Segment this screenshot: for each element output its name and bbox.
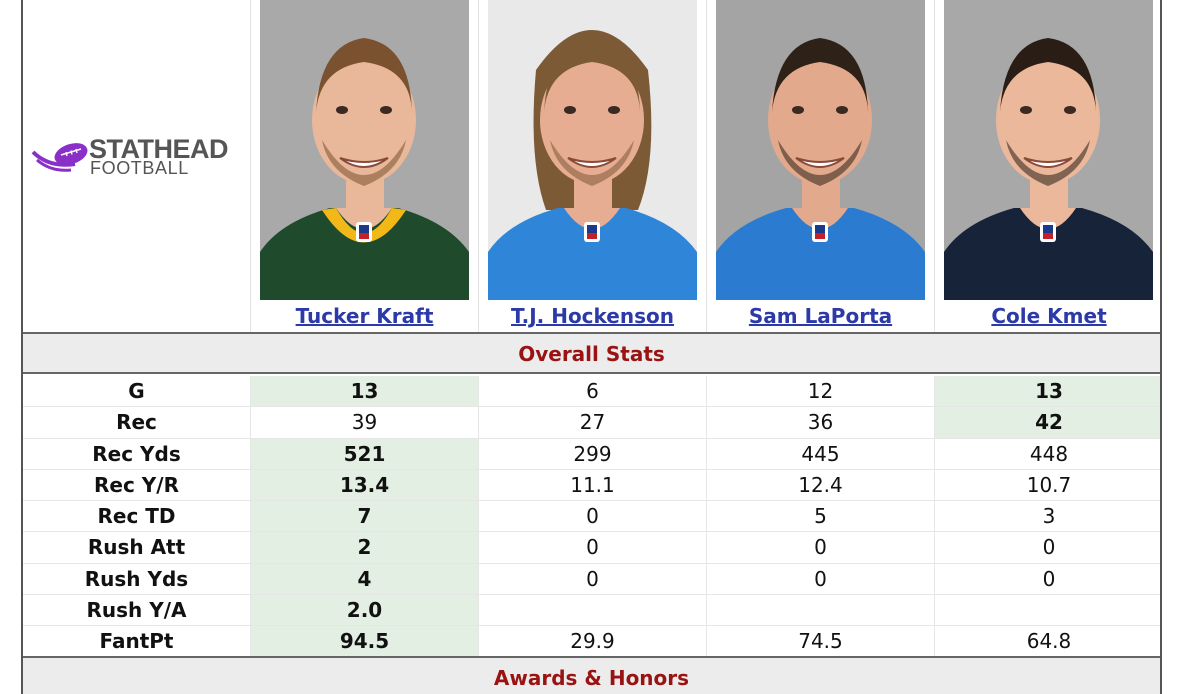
stat-value: 521 (251, 438, 479, 469)
stat-value: 2.0 (251, 595, 479, 626)
stat-value: 0 (707, 563, 935, 595)
stat-label: Rec Yds (23, 438, 251, 469)
logo-text-stathead: STATHEAD (89, 134, 229, 164)
logo-cell: STATHEAD FOOTBALL (23, 0, 251, 332)
stat-value: 29.9 (479, 626, 707, 658)
stat-row: Rec Y/R 13.4 11.1 12.4 10.7 (23, 469, 1160, 502)
stats-table: G 13 6 12 13 Rec 39 27 36 42 Rec Yds 521 299 445 448 Re… (23, 376, 1160, 658)
stat-value: 0 (479, 501, 707, 532)
player-column-4: Cole Kmet (935, 0, 1160, 332)
stat-label: G (23, 376, 251, 407)
stat-value: 6 (479, 376, 707, 407)
player-photo[interactable] (488, 0, 697, 300)
stat-value (479, 595, 707, 626)
stat-value: 64.8 (1026, 629, 1072, 654)
player-name-link[interactable]: Tucker Kraft (295, 304, 434, 328)
stat-value: 13 (935, 376, 1160, 407)
stat-value: 0 (479, 532, 707, 563)
stat-value: 445 (707, 438, 935, 469)
stat-value: 2 (251, 532, 479, 563)
stat-row: Rec 39 27 36 42 (23, 407, 1160, 439)
stat-row: Rec Yds 521 299 445 448 (23, 438, 1160, 470)
player-header-row: STATHEAD FOOTBALL Tucker Kraft (23, 0, 1160, 334)
player-column-3: Sam LaPorta (707, 0, 935, 332)
stat-value: 0 (1042, 535, 1056, 560)
stat-value: 36 (707, 407, 935, 438)
stat-row: G 13 6 12 13 (23, 376, 1160, 408)
stat-value (935, 595, 1160, 625)
stat-value: 3 (1042, 504, 1056, 529)
stat-value: 27 (479, 407, 707, 438)
stat-value: 0 (479, 563, 707, 595)
stat-row: Rush Y/A 2.0 (23, 595, 1160, 627)
football-icon (31, 143, 88, 172)
stat-value: 94.5 (251, 626, 479, 658)
comparison-table: STATHEAD FOOTBALL Tucker Kraft (21, 0, 1162, 694)
player-name-link[interactable]: Cole Kmet (991, 304, 1107, 328)
stat-value: 13 (251, 376, 479, 407)
player-photo[interactable] (716, 0, 925, 300)
stat-label: Rec TD (23, 501, 251, 532)
overall-stats-header: Overall Stats (23, 334, 1160, 374)
stathead-football-logo[interactable]: STATHEAD FOOTBALL (31, 134, 246, 182)
stat-value: 13.4 (251, 469, 479, 501)
stat-label: Rush Y/A (23, 595, 251, 626)
stat-value (707, 595, 935, 626)
stat-value: 448 (1029, 441, 1069, 466)
player-photo[interactable] (944, 0, 1153, 300)
stat-value: 12.4 (707, 469, 935, 501)
stat-value: 42 (935, 407, 1160, 438)
stat-row: Rush Att 2 0 0 0 (23, 532, 1160, 564)
stat-value: 0 (707, 532, 935, 563)
stat-value: 5 (707, 501, 935, 532)
player-name-link[interactable]: Sam LaPorta (748, 304, 893, 328)
stat-row: Rec TD 7 0 5 3 (23, 501, 1160, 533)
stat-label: Rush Att (23, 532, 251, 563)
stat-value: 11.1 (479, 469, 707, 501)
stat-label: Rec (23, 407, 251, 438)
player-column-1: Tucker Kraft (251, 0, 479, 332)
stat-value: 4 (251, 563, 479, 595)
stat-row: FantPt 94.5 29.9 74.5 64.8 (23, 626, 1160, 658)
stat-value: 10.7 (1026, 472, 1072, 497)
player-photo[interactable] (260, 0, 469, 300)
stat-value: 299 (479, 438, 707, 469)
player-name-link[interactable]: T.J. Hockenson (511, 304, 674, 328)
stat-label: Rec Y/R (23, 469, 251, 501)
stat-value: 39 (251, 407, 479, 438)
stat-label: FantPt (23, 626, 251, 658)
stat-value: 74.5 (707, 626, 935, 658)
stat-label: Rush Yds (23, 563, 251, 595)
player-column-2: T.J. Hockenson (479, 0, 707, 332)
stat-value: 0 (1042, 566, 1056, 591)
awards-honors-header: Awards & Honors (23, 656, 1160, 694)
stat-value: 7 (251, 501, 479, 532)
stat-value: 12 (707, 376, 935, 407)
stat-row: Rush Yds 4 0 0 0 (23, 563, 1160, 596)
logo-text-football: FOOTBALL (90, 158, 189, 178)
